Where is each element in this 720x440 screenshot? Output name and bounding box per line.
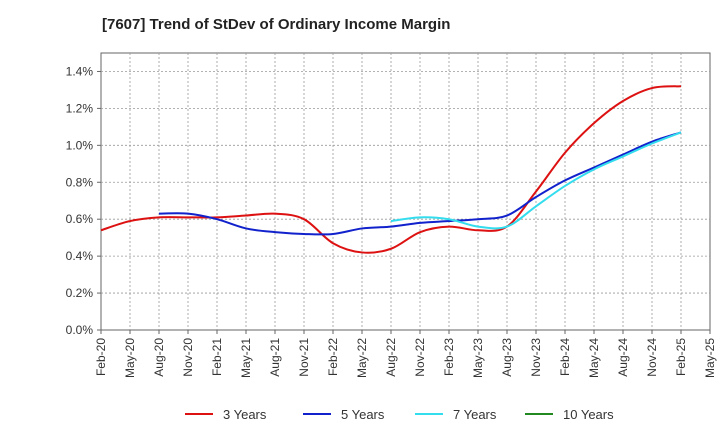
x-tick-label: Feb-25	[674, 338, 688, 376]
series-lines	[100, 85, 682, 254]
legend: 3 Years 5 Years 7 Years 10 Years	[185, 407, 614, 422]
x-tick-label: Aug-22	[384, 338, 398, 377]
x-axis: Feb-20 May-20 Aug-20 Nov-20 Feb-21 May-21 Aug-…	[94, 330, 717, 378]
legend-label-3: 7 Years	[453, 407, 497, 422]
legend-label-2: 5 Years	[341, 407, 385, 422]
x-tick-label: Feb-21	[210, 338, 224, 376]
x-tick-label: Nov-24	[645, 338, 659, 377]
x-tick-label: Nov-23	[529, 338, 543, 377]
x-tick-label: May-25	[703, 338, 717, 378]
y-tick-label: 0.4%	[66, 249, 94, 263]
legend-label-4: 10 Years	[563, 407, 614, 422]
x-tick-label: Aug-24	[616, 338, 630, 377]
y-tick-label: 0.2%	[66, 286, 94, 300]
x-tick-label: Feb-20	[94, 338, 108, 376]
series-line-3	[390, 131, 682, 230]
x-tick-label: May-20	[123, 338, 137, 378]
plot-area	[100, 52, 711, 331]
y-tick-label: 1.0%	[66, 138, 94, 152]
legend-label-1: 3 Years	[223, 407, 267, 422]
x-tick-label: Aug-21	[268, 338, 282, 377]
y-tick-label: 0.8%	[66, 175, 94, 189]
x-tick-label: May-24	[587, 338, 601, 378]
y-tick-label: 0.0%	[66, 323, 94, 337]
x-tick-label: May-23	[471, 338, 485, 378]
y-axis: 0.0% 0.2% 0.4% 0.6% 0.8% 1.0% 1.2% 1.4%	[66, 64, 101, 337]
series-line-1	[100, 85, 682, 254]
y-tick-label: 1.2%	[66, 101, 94, 115]
x-tick-label: Feb-23	[442, 338, 456, 376]
x-tick-label: May-21	[239, 338, 253, 378]
x-tick-label: Nov-21	[297, 338, 311, 377]
x-tick-label: May-22	[355, 338, 369, 378]
series-line-2	[158, 131, 682, 236]
x-tick-label: Aug-20	[152, 338, 166, 377]
x-tick-label: Aug-23	[500, 338, 514, 377]
y-tick-label: 1.4%	[66, 64, 94, 78]
y-tick-label: 0.6%	[66, 212, 94, 226]
x-tick-label: Feb-22	[326, 338, 340, 376]
x-tick-label: Nov-20	[181, 338, 195, 377]
x-tick-label: Feb-24	[558, 338, 572, 376]
chart-title: [7607] Trend of StDev of Ordinary Income…	[102, 16, 450, 33]
x-tick-label: Nov-22	[413, 338, 427, 377]
